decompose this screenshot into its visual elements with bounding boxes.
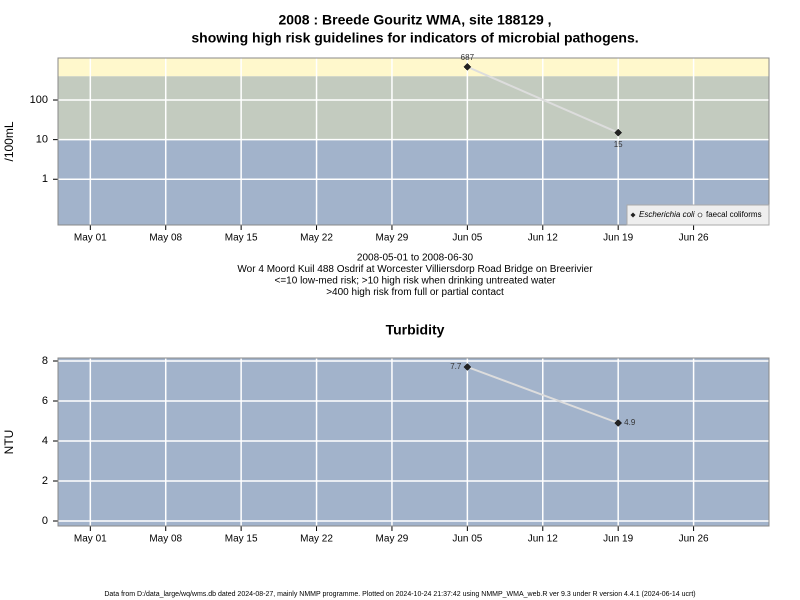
- y-tick-label: 8: [42, 355, 48, 367]
- y-tick-label: 0: [42, 515, 48, 527]
- data-point: [463, 63, 472, 71]
- legend-marker: [697, 212, 703, 218]
- y-axis-label: NTU: [2, 430, 16, 455]
- x-tick-label: Jun 05: [452, 534, 482, 545]
- y-tick-label: 2: [42, 475, 48, 487]
- y-tick-label: 1: [42, 173, 48, 185]
- data-point: [463, 363, 472, 371]
- x-tick-label: Jun 19: [603, 534, 633, 545]
- subtitle: 2008-05-01 to 2008-06-30: [357, 253, 474, 264]
- y-tick-label: 4: [42, 435, 48, 447]
- subtitle: >400 high risk from full or partial cont…: [326, 287, 504, 298]
- series-line: [466, 65, 619, 134]
- legend-label: faecal coliforms: [706, 210, 762, 219]
- x-tick-label: Jun 05: [452, 233, 482, 244]
- plot-frame: [57, 57, 770, 226]
- x-tick-label: May 01: [74, 233, 107, 244]
- data-label: 4.9: [624, 418, 636, 427]
- y-axis-label: /100mL: [2, 121, 16, 161]
- y-tick-label: 10: [36, 134, 48, 146]
- x-tick-label: Jun 12: [528, 233, 558, 244]
- x-tick-label: May 01: [74, 534, 107, 545]
- x-tick-label: May 22: [300, 534, 333, 545]
- x-tick-label: Jun 19: [603, 233, 633, 244]
- subtitle: <=10 low-med risk; >10 high risk when dr…: [275, 276, 557, 287]
- data-label: 15: [614, 140, 623, 149]
- chart-title: Turbidity: [386, 322, 445, 338]
- x-tick-label: May 22: [300, 233, 333, 244]
- x-tick-label: Jun 26: [679, 233, 709, 244]
- chart-title: 2008 : Breede Gouritz WMA, site 188129 ,: [278, 12, 551, 28]
- y-tick-label: 100: [30, 94, 48, 106]
- chart-title: showing high risk guidelines for indicat…: [191, 30, 638, 46]
- footer: Data from D:/data_large/wq/wms.db dated …: [104, 591, 695, 598]
- series-line: [467, 366, 619, 424]
- legend-label: Escherichia coli: [639, 210, 695, 219]
- x-tick-label: May 15: [225, 534, 258, 545]
- risk-band: [58, 76, 769, 140]
- x-tick-label: May 15: [225, 233, 258, 244]
- x-tick-label: May 29: [376, 233, 409, 244]
- data-label: 687: [461, 53, 475, 62]
- x-tick-label: Jun 12: [528, 534, 558, 545]
- risk-band: [58, 58, 769, 77]
- data-label: 7.7: [450, 362, 462, 371]
- plot-frame: [57, 357, 770, 527]
- y-tick-label: 6: [42, 395, 48, 407]
- x-tick-label: May 08: [149, 534, 182, 545]
- subtitle: Wor 4 Moord Kuil 488 Osdrif at Worcester…: [237, 264, 593, 275]
- x-tick-label: May 29: [376, 534, 409, 545]
- x-tick-label: Jun 26: [679, 534, 709, 545]
- risk-band: [58, 358, 769, 526]
- x-tick-label: May 08: [149, 233, 182, 244]
- data-point: [614, 128, 623, 137]
- data-point: [614, 419, 623, 427]
- legend-marker: [630, 212, 636, 218]
